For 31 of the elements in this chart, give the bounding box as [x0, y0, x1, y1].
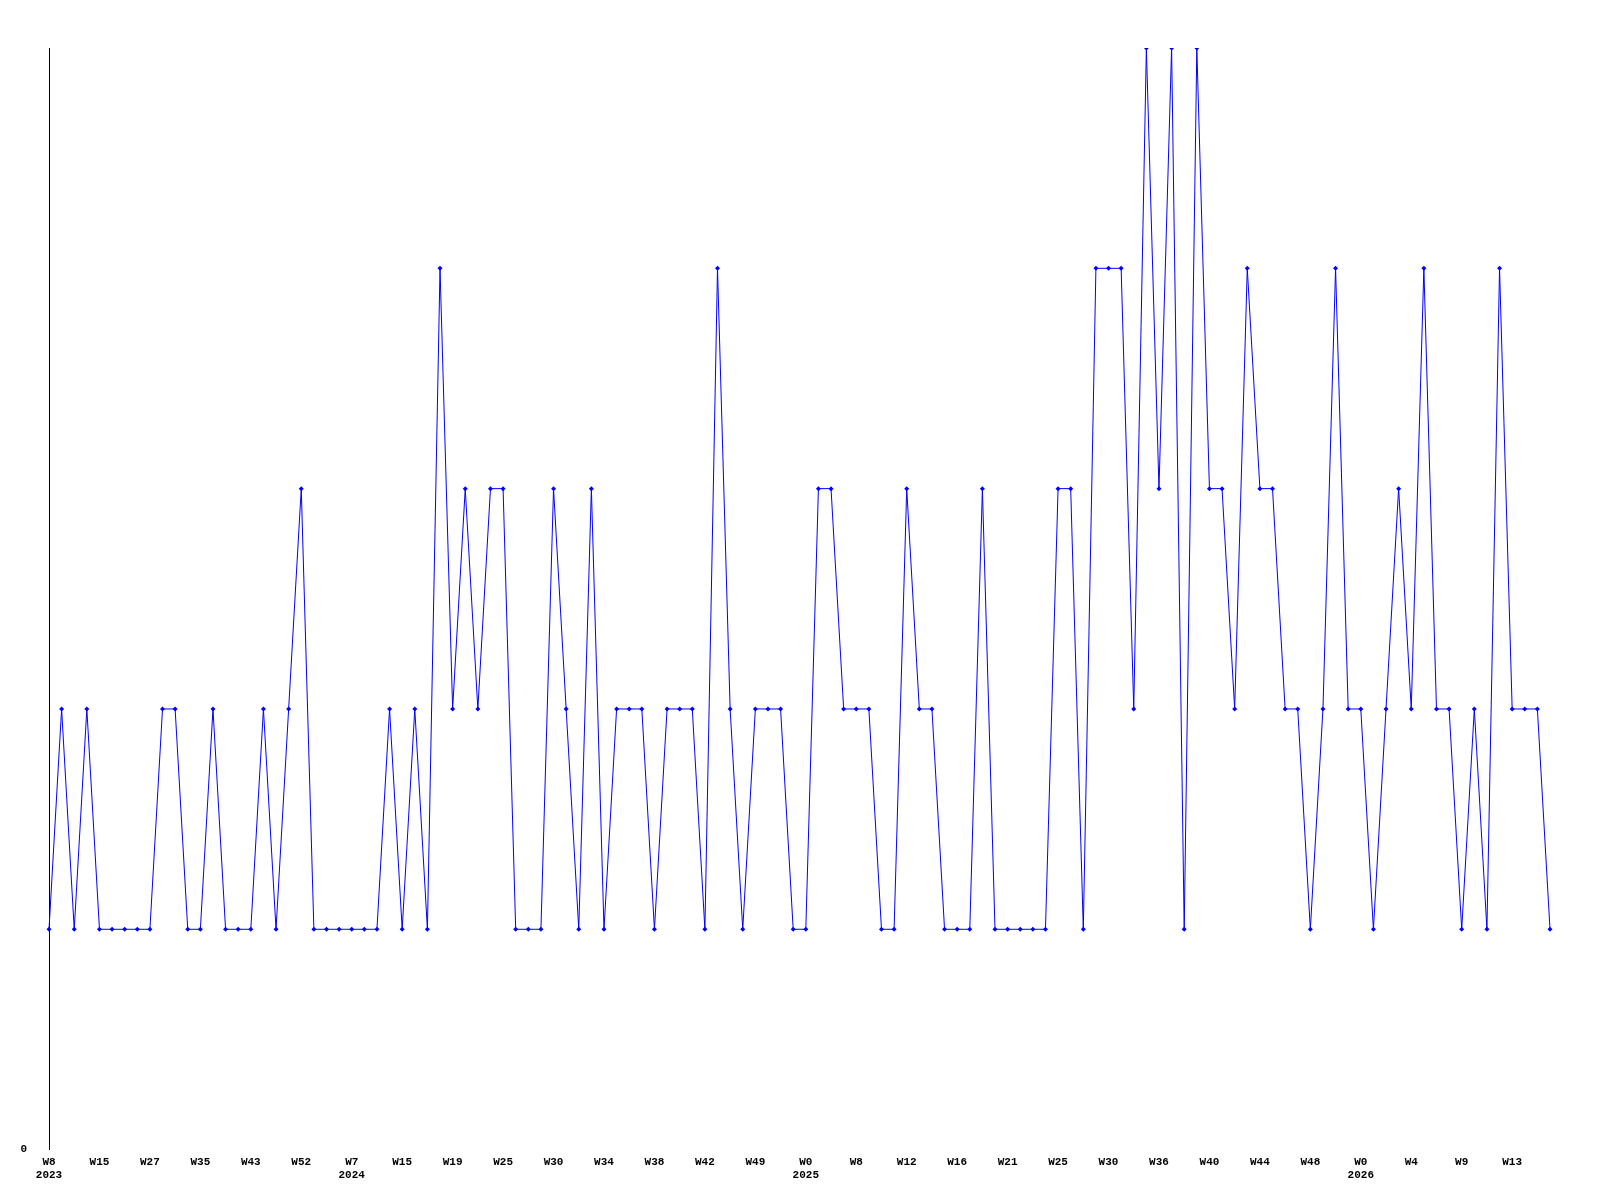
x-tick-label: W13 — [1502, 1155, 1523, 1168]
x-tick-label: W30 — [543, 1155, 564, 1168]
x-tick-label: W16 — [947, 1155, 968, 1168]
x-tick-label: W43 — [240, 1155, 262, 1168]
x-tick-label: W25 — [1048, 1155, 1069, 1168]
x-tick-label: W34 — [594, 1155, 615, 1168]
x-tick-label: W25 — [493, 1155, 514, 1168]
x-tick-label: W0 2026 — [1347, 1155, 1374, 1182]
x-tick-label: W49 — [745, 1155, 766, 1168]
x-tick-label: W19 — [442, 1155, 463, 1168]
x-tick-label: W36 — [1149, 1155, 1169, 1168]
x-tick-label: W8 — [849, 1155, 864, 1168]
x-tick-label: W52 — [291, 1155, 312, 1168]
x-tick-label: W35 — [190, 1155, 211, 1168]
x-tick-label: W15 — [89, 1155, 110, 1168]
x-tick-label: W40 — [1199, 1155, 1220, 1168]
x-tick-label: W9 — [1455, 1155, 1469, 1168]
x-tick-label: W44 — [1249, 1155, 1271, 1168]
text: 0 — [20, 1143, 27, 1156]
x-tick-label: W8 2023 — [35, 1155, 63, 1182]
x-tick-label: W15 — [392, 1155, 413, 1168]
x-tick-label: W0 2025 — [792, 1155, 820, 1182]
x-tick-label: W30 — [1098, 1155, 1119, 1168]
x-tick-label: W7 2024 — [338, 1155, 366, 1182]
x-tick-label: W42 — [694, 1155, 715, 1168]
x-tick-label: W38 — [644, 1155, 665, 1168]
x-tick-label: W48 — [1300, 1155, 1321, 1168]
x-tick-label: W12 — [896, 1155, 917, 1168]
x-tick-label: W27 — [140, 1155, 160, 1168]
x-tick-label: W21 — [997, 1155, 1018, 1168]
x-tick-label: W4 — [1404, 1155, 1419, 1168]
